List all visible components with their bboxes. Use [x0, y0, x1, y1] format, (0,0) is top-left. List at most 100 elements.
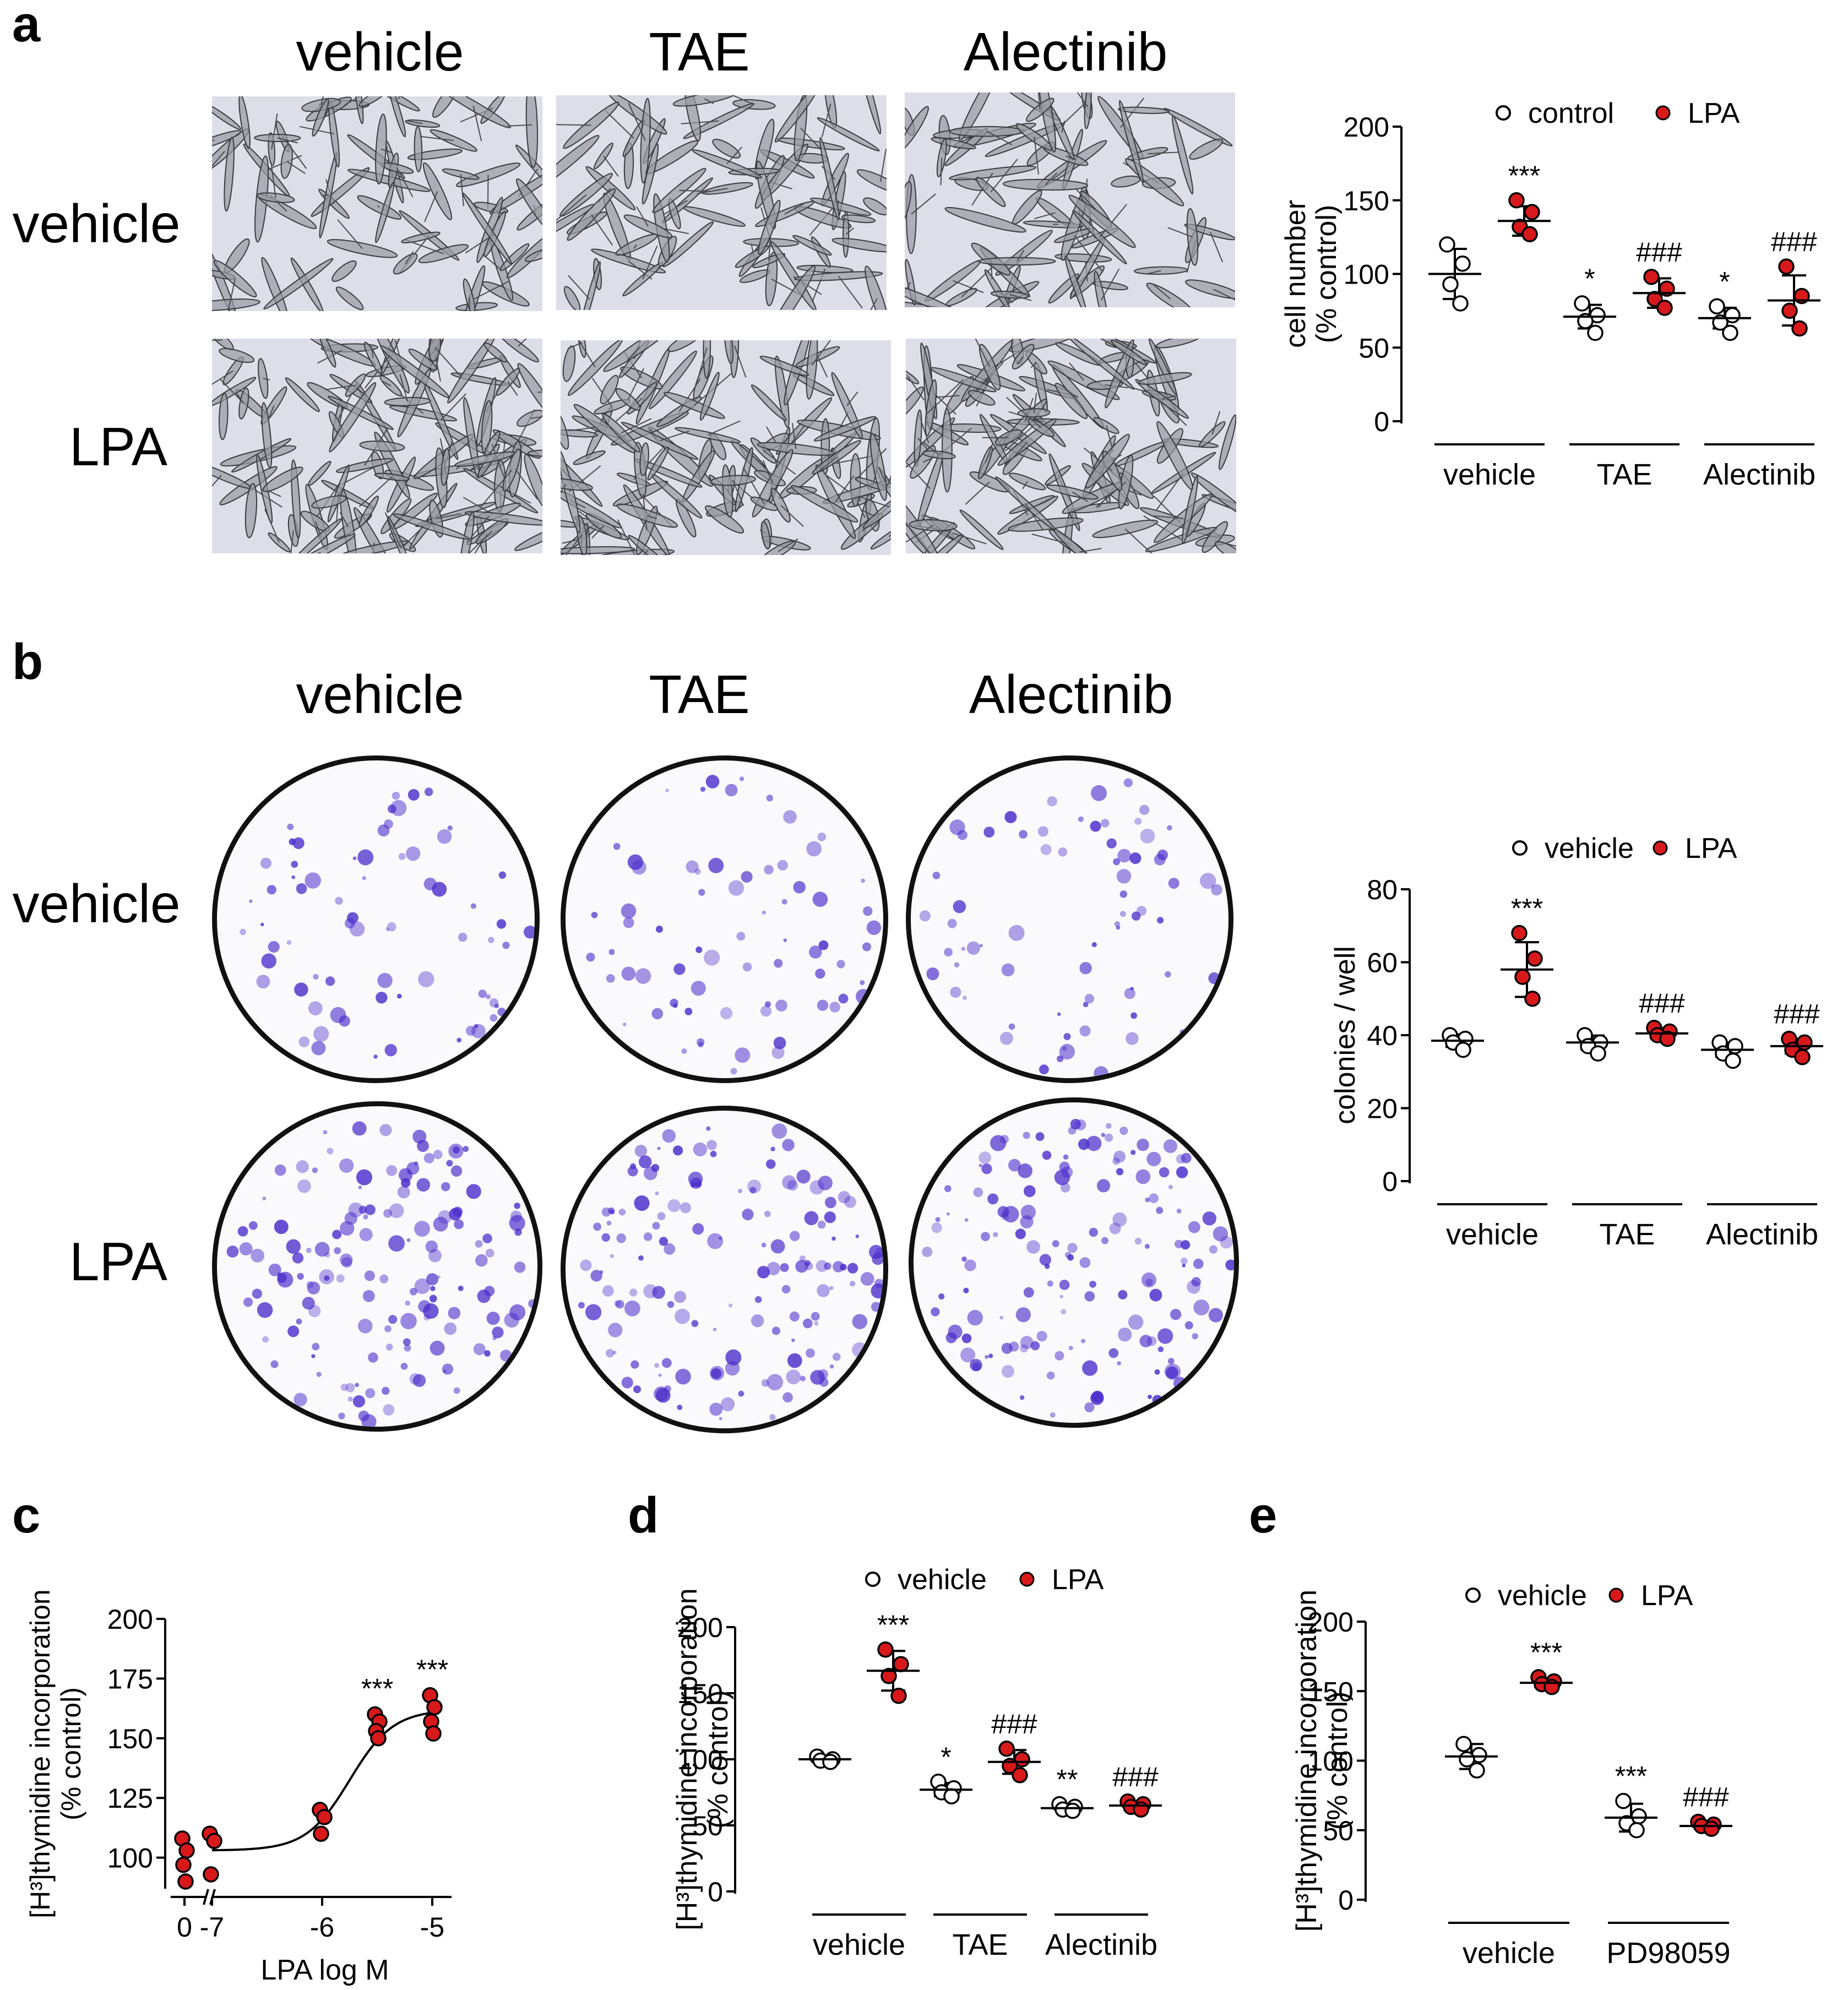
colony-dot	[938, 1293, 945, 1300]
colony-dot	[400, 1362, 408, 1370]
well-texture	[240, 787, 535, 1059]
colony-dot	[364, 1270, 375, 1281]
colony-dot	[781, 899, 787, 905]
colony-dot	[774, 959, 783, 968]
colony-dot	[635, 968, 651, 984]
colony-dot	[398, 853, 406, 860]
cell-shape	[517, 363, 542, 422]
colony-dot	[580, 1259, 592, 1271]
colony-dot	[817, 1284, 830, 1297]
cell-process	[491, 444, 507, 483]
colony-dot	[496, 919, 507, 929]
colony-dot	[672, 1145, 683, 1156]
colony-dot	[239, 1242, 253, 1256]
colony-dot	[1019, 1395, 1025, 1400]
colony-dot	[1112, 1212, 1127, 1227]
colony-dot	[292, 1252, 304, 1264]
colony-dot	[944, 948, 953, 957]
cell-shape	[949, 165, 1037, 181]
cell-shape	[358, 96, 389, 107]
colony-dot	[379, 1124, 392, 1137]
colony-dot	[363, 1214, 368, 1220]
colony-dot	[972, 1362, 981, 1371]
colony-dot	[705, 775, 720, 789]
colony-dot	[1039, 1254, 1051, 1266]
colony-dot	[677, 1404, 683, 1410]
colony-dot	[1209, 1245, 1218, 1254]
colony-dot	[1036, 1330, 1047, 1342]
colony-dot	[1146, 1151, 1161, 1166]
colony-dot	[1035, 1132, 1045, 1141]
colony-dot	[684, 1008, 693, 1015]
colony-dot	[1225, 1259, 1234, 1271]
cell-process	[659, 430, 689, 442]
colony-dot	[1119, 911, 1126, 917]
significance-mark: *	[1584, 263, 1595, 294]
cell-process	[405, 251, 414, 264]
cell-shape	[922, 450, 956, 460]
colony-dot	[502, 942, 510, 949]
colony-dot	[307, 1281, 320, 1295]
cell-shape	[497, 339, 539, 363]
colony-dot	[260, 922, 264, 927]
colony-dot	[806, 841, 822, 857]
cell-shape	[1068, 194, 1136, 248]
cell-shape	[769, 265, 816, 310]
y-axis-label: [H³]thymidine incorporation	[1291, 1590, 1323, 1932]
colony-dot	[1141, 1272, 1157, 1288]
colony-dot	[1061, 1183, 1070, 1193]
colony-dot	[386, 1165, 398, 1176]
cell-process	[800, 127, 822, 150]
cell-process	[212, 370, 234, 385]
cell-shape	[262, 466, 303, 492]
colony-dot	[578, 1302, 585, 1309]
colony-dot	[985, 1355, 989, 1359]
colony-dot	[987, 1193, 999, 1205]
legend-label: control	[1528, 97, 1614, 129]
cell-shape	[212, 103, 242, 131]
legend-marker-open	[1465, 1587, 1481, 1603]
colony-dot	[1130, 1012, 1138, 1019]
colony-dot	[379, 1274, 389, 1284]
colony-dot	[742, 962, 752, 972]
colony-dot	[961, 1333, 972, 1344]
cell-process	[473, 280, 510, 300]
cell-shape	[905, 106, 929, 151]
colony-dot	[658, 1373, 662, 1377]
colony-dot	[262, 1197, 267, 1200]
colony-dot	[824, 1262, 831, 1270]
colony-dot	[458, 1285, 464, 1291]
colony-dot	[1123, 778, 1133, 787]
colony-dot	[1118, 1327, 1132, 1342]
cell-shape	[335, 286, 364, 311]
colony-dot	[1044, 1263, 1050, 1269]
colony-dot	[1004, 811, 1017, 823]
colony-dot	[782, 1175, 796, 1189]
colony-dot	[664, 1243, 676, 1255]
cell-process	[817, 356, 828, 378]
cell-process	[878, 466, 888, 487]
data-point	[1574, 295, 1590, 312]
colony-dot	[332, 1230, 342, 1239]
colony-dot	[458, 932, 468, 942]
cell-process	[926, 379, 964, 414]
colony-dot	[1114, 921, 1121, 927]
cell-shape	[422, 162, 453, 220]
cell-shape	[353, 507, 395, 553]
colony-dot	[237, 1226, 248, 1237]
cell-process	[731, 95, 754, 105]
colony-dot	[698, 1042, 704, 1048]
cell-shape	[1026, 97, 1055, 122]
cell-shape	[765, 252, 778, 307]
colony-dot	[652, 1222, 660, 1230]
chart-a: 0 50 100 150 200 cell number(% control) contro…	[1280, 97, 1820, 491]
colony-dot	[981, 1163, 992, 1175]
colony-dot	[1091, 942, 1097, 948]
colony-dot	[1134, 818, 1142, 825]
cell-process	[678, 378, 701, 412]
colony-dot	[698, 889, 705, 896]
cell-shape	[290, 257, 324, 311]
cell-process	[603, 155, 619, 177]
data-point	[822, 1754, 839, 1770]
colony-dot	[764, 1001, 771, 1008]
